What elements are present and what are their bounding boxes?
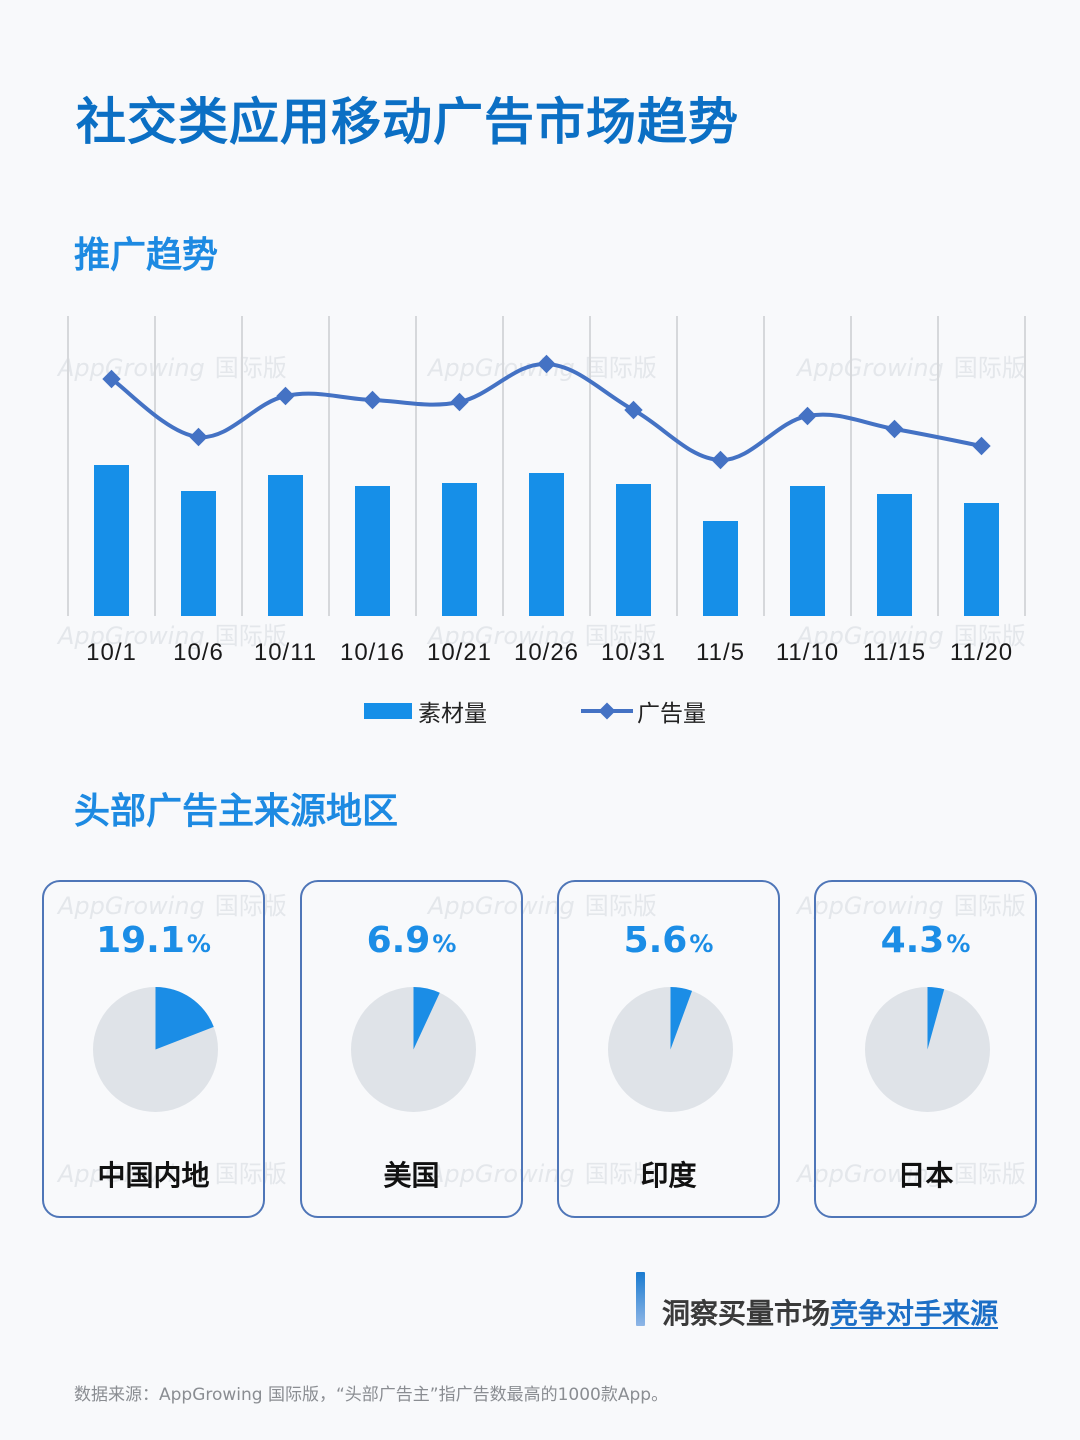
data-source-note: 数据来源：AppGrowing 国际版，“头部广告主”指广告数最高的1000款A… [74, 1385, 669, 1405]
region-percent: 19.1% [96, 920, 211, 961]
svg-text:11/15: 11/15 [863, 639, 926, 666]
svg-text:10/16: 10/16 [340, 639, 405, 666]
page-title: 社交类应用移动广告市场趋势 [76, 93, 739, 151]
legend-line-label: 广告量 [637, 701, 706, 727]
region-percent: 4.3% [880, 920, 971, 961]
svg-text:10/26: 10/26 [514, 639, 579, 666]
legend-bar-label: 素材量 [418, 701, 487, 727]
chart-legend: 素材量 广告量 [364, 694, 706, 728]
region-card-usa: 6.9% 美国 [300, 880, 523, 1218]
x-axis-ticks: 10/1 10/6 10/11 10/16 10/21 10/26 10/31 11/5 11/… [86, 639, 1013, 666]
svg-text:11/10: 11/10 [776, 639, 839, 666]
region-name: 日本 [897, 1159, 954, 1192]
region-card-china: 19.1% 中国内地 [42, 880, 265, 1218]
region-card-japan: 4.3% 日本 [814, 880, 1037, 1218]
chart-grid [67, 316, 1026, 616]
region-percent: 6.9% [366, 920, 457, 961]
pie-chart-icon [864, 986, 991, 1113]
cta-text: 洞察买量市场竞争对手来源 [662, 1292, 998, 1332]
svg-text:10/31: 10/31 [601, 639, 666, 666]
svg-text:10/21: 10/21 [427, 639, 492, 666]
svg-text:10/6: 10/6 [173, 639, 224, 666]
legend-item-line: 广告量 [581, 694, 706, 728]
line-diamond-swatch-icon [581, 702, 633, 720]
pie-chart-icon [607, 986, 734, 1113]
trend-chart: 10/1 10/6 10/11 10/16 10/21 10/26 10/31 11/5 11/… [67, 316, 1026, 666]
trend-section-title: 推广趋势 [74, 235, 219, 276]
region-name: 美国 [383, 1159, 440, 1192]
accent-bar [636, 1272, 645, 1326]
region-name: 中国内地 [97, 1159, 210, 1192]
svg-text:11/20: 11/20 [950, 639, 1013, 666]
chart-bars [94, 465, 999, 616]
bar-swatch-icon [364, 703, 412, 719]
region-section-title: 头部广告主来源地区 [74, 791, 399, 832]
pie-chart-icon [350, 986, 477, 1113]
region-name: 印度 [640, 1159, 697, 1192]
cta-prefix: 洞察买量市场 [662, 1297, 831, 1330]
region-card-india: 5.6% 印度 [557, 880, 780, 1218]
region-percent: 5.6% [623, 920, 714, 961]
chart-markers [102, 354, 991, 470]
pie-chart-icon [92, 986, 219, 1113]
cta-link[interactable]: 竞争对手来源 [830, 1297, 999, 1330]
svg-text:10/11: 10/11 [254, 639, 317, 666]
legend-item-bar: 素材量 [364, 694, 487, 728]
svg-text:11/5: 11/5 [696, 639, 745, 666]
svg-text:10/1: 10/1 [86, 639, 137, 666]
